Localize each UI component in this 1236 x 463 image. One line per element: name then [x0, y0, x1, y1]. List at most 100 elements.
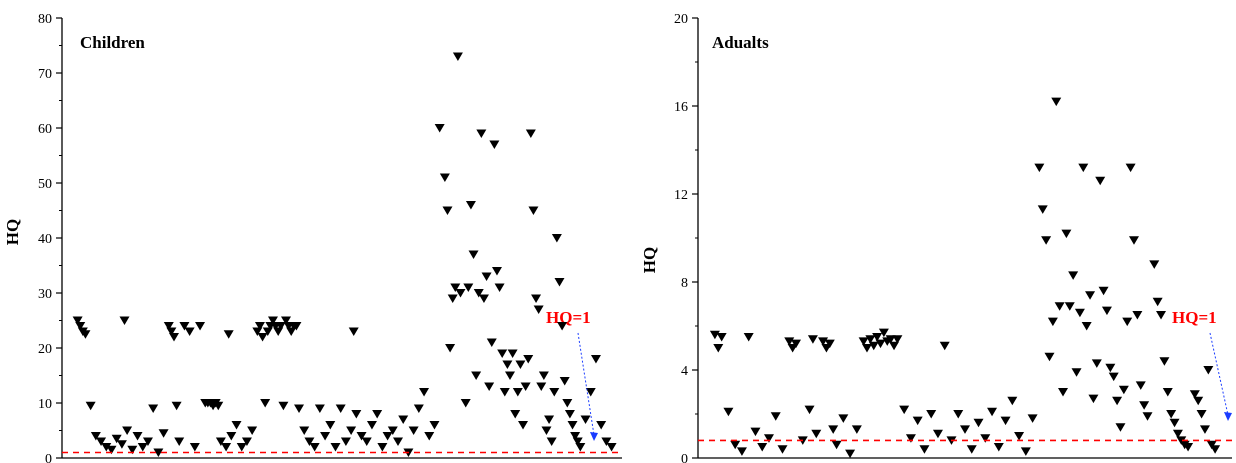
data-point	[736, 447, 747, 456]
data-point	[221, 443, 232, 452]
data-point	[804, 405, 815, 415]
data-point	[1027, 414, 1038, 423]
data-point	[536, 382, 547, 391]
data-point	[398, 415, 409, 424]
data-point	[716, 333, 727, 342]
data-point	[1199, 425, 1210, 434]
data-point	[309, 443, 320, 452]
data-point	[299, 426, 310, 435]
y-tick-label: 80	[38, 12, 52, 27]
data-point	[590, 355, 601, 364]
data-point	[494, 283, 505, 292]
data-point	[502, 360, 513, 369]
data-point	[1095, 176, 1106, 186]
data-point	[1088, 394, 1099, 404]
data-point	[382, 432, 393, 441]
data-point	[72, 316, 83, 325]
data-point	[559, 377, 570, 386]
data-point	[442, 206, 453, 215]
data-point	[770, 412, 781, 421]
threshold-arrow-line	[577, 332, 595, 436]
data-point	[429, 421, 440, 430]
data-point	[1101, 306, 1112, 316]
data-point	[119, 316, 130, 325]
data-point	[132, 432, 143, 441]
data-point	[460, 399, 471, 408]
data-point	[1206, 440, 1217, 450]
data-point	[858, 337, 869, 346]
data-point	[481, 272, 492, 281]
y-tick-label: 70	[38, 67, 52, 82]
data-point	[606, 443, 617, 452]
data-point	[111, 434, 122, 444]
y-axis-label: HQ	[640, 247, 659, 273]
data-point	[489, 140, 500, 149]
data-point	[419, 388, 430, 397]
data-point	[257, 333, 268, 342]
data-point	[1203, 366, 1214, 375]
data-point	[1159, 357, 1170, 366]
data-point	[1014, 432, 1025, 441]
y-tick-label: 0	[681, 452, 688, 463]
data-point	[831, 440, 842, 450]
panel-title-children: Children	[80, 33, 145, 52]
data-point	[291, 322, 302, 331]
data-point	[1132, 311, 1143, 320]
data-point	[434, 124, 445, 133]
y-tick-label: 16	[674, 100, 688, 115]
data-point	[554, 278, 565, 287]
threshold-arrow-line	[1209, 332, 1229, 416]
data-point	[1125, 163, 1136, 173]
data-point	[557, 322, 568, 331]
data-point	[452, 52, 463, 61]
data-point	[85, 401, 96, 411]
data-point	[523, 355, 534, 364]
data-point	[818, 337, 829, 346]
data-point	[491, 267, 502, 276]
data-point	[254, 322, 265, 331]
data-point	[171, 401, 182, 411]
data-point	[885, 335, 896, 344]
data-point	[304, 437, 315, 446]
data-point	[845, 449, 856, 459]
data-point	[348, 327, 359, 336]
data-point	[531, 294, 542, 303]
data-point	[564, 410, 575, 419]
data-point	[116, 440, 127, 449]
data-point	[445, 344, 456, 353]
data-point	[439, 173, 450, 182]
data-point	[478, 294, 489, 303]
data-point	[476, 129, 487, 138]
data-point	[377, 443, 388, 452]
data-point	[507, 349, 518, 358]
data-point	[1112, 396, 1123, 406]
data-point	[281, 316, 291, 325]
data-point	[1210, 445, 1221, 454]
data-point	[515, 360, 526, 369]
data-point	[450, 283, 461, 292]
data-point	[838, 414, 849, 423]
data-point	[106, 445, 117, 455]
data-point	[872, 333, 883, 342]
data-point	[278, 401, 289, 411]
data-point	[148, 404, 159, 413]
data-point	[1105, 363, 1116, 373]
data-point	[468, 250, 479, 259]
data-point	[325, 421, 336, 430]
data-point	[346, 426, 357, 435]
data-point	[1139, 401, 1150, 410]
data-point	[973, 418, 984, 428]
data-point	[878, 328, 889, 338]
data-point	[1037, 205, 1048, 214]
data-point	[953, 410, 964, 419]
data-point	[1176, 436, 1187, 445]
data-point	[1166, 410, 1177, 419]
data-point	[1118, 385, 1129, 395]
y-tick-label: 40	[38, 232, 52, 247]
threshold-arrow-head	[590, 432, 598, 441]
data-point	[851, 425, 862, 434]
data-point	[184, 327, 195, 336]
data-point	[1081, 322, 1092, 331]
data-point	[520, 382, 531, 391]
data-point	[241, 437, 252, 446]
